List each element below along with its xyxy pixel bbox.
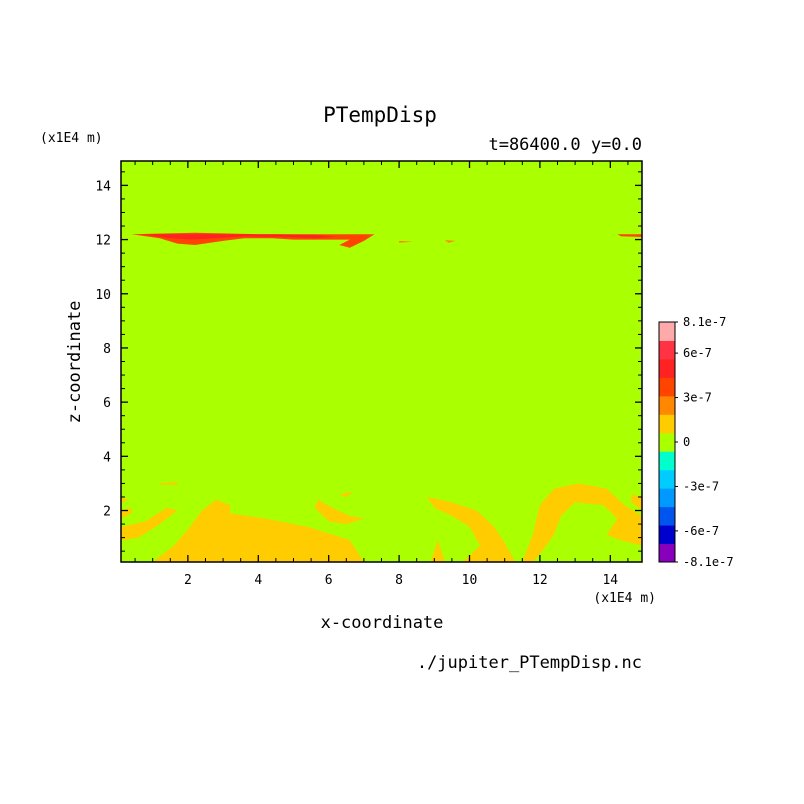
colorbar-swatch [659, 451, 675, 470]
colorbar-tick-label: 8.1e-7 [683, 315, 726, 329]
colorbar-swatch [659, 544, 675, 563]
x-tick-label: 4 [254, 573, 262, 588]
x-tick-label: 2 [184, 573, 192, 588]
colorbar-swatch [659, 433, 675, 452]
colorbar-swatch [659, 525, 675, 544]
colorbar-swatch [659, 470, 675, 489]
x-tick-label: 10 [462, 573, 478, 588]
x-tick-label: 14 [602, 573, 618, 588]
colorbar-tick-label: -3e-7 [683, 479, 719, 493]
colorbar-swatch [659, 340, 675, 359]
x-tick-label: 12 [532, 573, 548, 588]
y-tick-label: 8 [103, 342, 111, 357]
colorbar-tick-label: 0 [683, 435, 690, 449]
colorbar-swatch [659, 507, 675, 526]
colorbar-swatch [659, 396, 675, 415]
colorbar-tick-label: -8.1e-7 [683, 555, 734, 569]
y-tick-label: 6 [103, 396, 111, 411]
y-axis-label: z-coordinate [65, 301, 85, 424]
x-scale-label: (x1E4 m) [593, 591, 656, 606]
chart-subtitle: t=86400.0 y=0.0 [488, 135, 642, 155]
plot-regions [121, 161, 642, 562]
x-tick-label: 8 [395, 573, 403, 588]
y-tick-label: 2 [103, 505, 111, 520]
y-tick-label: 12 [95, 234, 111, 249]
x-tick-label: 6 [325, 573, 333, 588]
colorbar-tick-label: 3e-7 [683, 391, 712, 405]
y-tick-label: 10 [95, 288, 111, 303]
colorbar-swatch [659, 488, 675, 507]
colorbar-swatch [659, 377, 675, 396]
chart-title: PTempDisp [323, 103, 437, 127]
colorbar-tick-label: 6e-7 [683, 346, 712, 360]
x-axis-label: x-coordinate [321, 613, 444, 633]
colorbar-swatch [659, 414, 675, 433]
y-tick-label: 14 [95, 179, 111, 194]
y-tick-label: 4 [103, 450, 111, 465]
y-scale-label: (x1E4 m) [40, 131, 103, 146]
colorbar-swatch [659, 359, 675, 378]
source-file-label: ./jupiter_PTempDisp.nc [417, 653, 642, 673]
colorbar-tick-label: -6e-7 [683, 524, 719, 538]
colorbar: 8.1e-7 6e-7 3e-7 0 -3e-7 -6e-7 -8.1e-7 [659, 315, 734, 569]
colorbar-swatch [659, 322, 675, 341]
